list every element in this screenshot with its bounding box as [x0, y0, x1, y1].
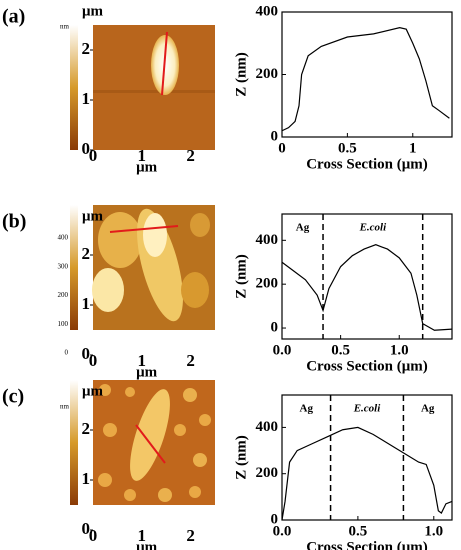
x-tick-label: 0: [89, 351, 98, 370]
y-tick-label: 400: [256, 419, 279, 435]
x-tick-label: 0.5: [338, 140, 357, 156]
y-tick-label: 0: [82, 139, 91, 158]
x-tick-label: 0.0: [273, 342, 292, 358]
y-tick-label: 200: [256, 276, 279, 292]
panel-label: (c): [2, 386, 24, 408]
annotation: Ag: [421, 403, 435, 415]
annotation: Ag: [296, 222, 310, 234]
axis-unit: μm: [82, 208, 104, 224]
axis-unit: μm: [136, 364, 158, 380]
y-tick-label: 2: [82, 39, 91, 58]
colorbar-unit: nm: [60, 23, 70, 31]
axis-unit: μm: [82, 3, 104, 19]
profile-line: [281, 27, 450, 132]
colorbar-tick-label: 400: [58, 234, 69, 242]
x-tick-label: 1: [138, 146, 147, 165]
x-tick-label: 1: [138, 351, 147, 370]
x-axis-label: Cross Section (μm): [306, 358, 428, 374]
x-tick-label: 2: [186, 526, 195, 545]
y-tick-label: 200: [256, 465, 279, 481]
y-axis-label: Z (nm): [233, 254, 249, 299]
x-tick-label: 0.5: [349, 523, 368, 539]
x-tick-label: 0: [89, 526, 98, 545]
panel-label: (a): [2, 6, 25, 28]
profile-line: [281, 426, 453, 521]
x-tick-label: 1: [409, 140, 417, 156]
x-axis-label: Cross Section (μm): [306, 156, 428, 172]
axis-unit: μm: [136, 539, 158, 550]
x-tick-label: 0.5: [331, 342, 350, 358]
annotation: E.coli: [353, 403, 382, 415]
y-tick-label: 400: [256, 3, 279, 19]
y-axis-label: Z (nm): [233, 52, 249, 97]
y-tick-label: 1: [82, 89, 91, 108]
y-tick-label: 0: [82, 519, 91, 538]
x-tick-label: 0.0: [273, 523, 292, 539]
panel-label: (b): [2, 211, 26, 233]
afm-image: [70, 25, 215, 150]
y-tick-label: 400: [256, 232, 279, 248]
y-tick-label: 2: [82, 244, 91, 263]
axis-unit: μm: [82, 383, 104, 399]
plot-frame: [281, 11, 453, 138]
colorbar-tick-label: 100: [58, 320, 69, 328]
plot-frame: [281, 394, 453, 521]
plot-frame: [281, 213, 453, 340]
colorbar-unit: nm: [60, 403, 70, 411]
colorbar-tick-label: 0: [65, 349, 69, 357]
y-tick-label: 2: [82, 419, 91, 438]
annotation: Ag: [300, 403, 314, 415]
x-tick-label: 1: [138, 526, 147, 545]
y-axis-label: Z (nm): [233, 435, 249, 480]
axis-unit: μm: [136, 159, 158, 175]
y-tick-label: 0: [271, 128, 279, 144]
y-tick-label: 1: [82, 469, 91, 488]
afm-image: [70, 380, 215, 505]
y-tick-label: 1: [82, 294, 91, 313]
y-tick-label: 0: [271, 511, 279, 527]
annotation: E.coli: [359, 222, 388, 234]
x-tick-label: 0: [278, 140, 286, 156]
afm-image: [70, 205, 215, 330]
x-tick-label: 1.0: [424, 523, 443, 539]
x-tick-label: 2: [186, 351, 195, 370]
colorbar-tick-label: 300: [58, 262, 69, 270]
y-tick-label: 0: [271, 319, 279, 335]
x-tick-label: 1.0: [390, 342, 409, 358]
colorbar-tick-label: 200: [58, 291, 69, 299]
y-tick-label: 200: [256, 66, 279, 82]
x-tick-label: 2: [186, 146, 195, 165]
x-axis-label: Cross Section (μm): [306, 539, 428, 550]
x-tick-label: 0: [89, 146, 98, 165]
profile-line: [281, 244, 453, 331]
y-tick-label: 0: [82, 344, 91, 363]
